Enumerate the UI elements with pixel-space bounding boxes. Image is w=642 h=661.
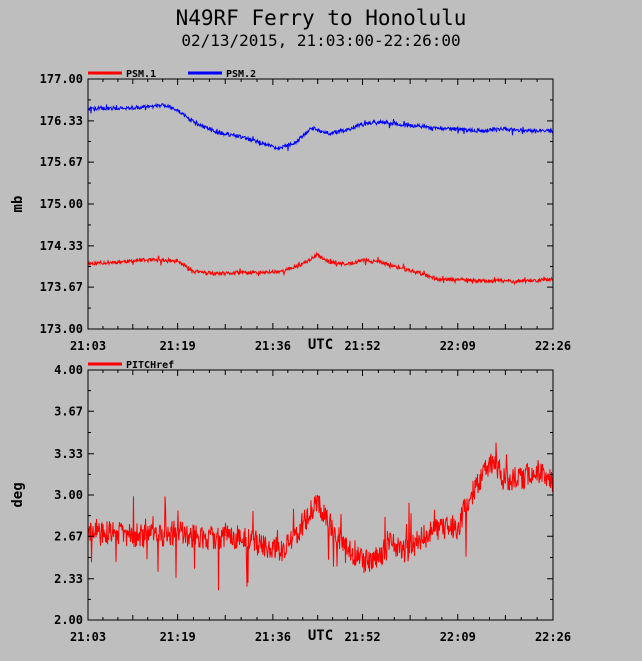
series-line-psm-1 [88,252,553,286]
y-tick-label: 176.33 [40,114,83,128]
plot-frame [87,78,554,330]
x-tick-label: 21:19 [160,339,196,353]
y-tick-label: 2.67 [54,529,83,543]
y-tick-label: 173.00 [40,322,83,336]
panel-2: 2.00 2.33 2.67 3.00 3.33 3.67 4.00 21:03 21:19 21… [10,360,571,644]
x-tick-label: 22:09 [440,630,476,644]
plot-frame [87,369,554,621]
legend-label: PSM.1 [126,69,156,80]
y-tick-label: 173.67 [40,280,83,294]
y-tick-label: 175.00 [40,197,83,211]
x-tick-label: 21:03 [70,339,106,353]
panel-1: 173.00 173.67 174.33 175.00 175.67 176.33 177.… [10,69,571,353]
y-tick-label: 3.33 [54,447,83,461]
x-axis-label: UTC [308,628,333,644]
chart-subtitle: 02/13/2015, 21:03:00-22:26:00 [181,31,460,50]
x-tick-label: 21:03 [70,630,106,644]
y-tick-label: 2.00 [54,613,83,627]
x-tick-label: 22:26 [535,630,571,644]
y-tick-label: 3.00 [54,488,83,502]
y-tick-label: 3.67 [54,404,83,418]
x-tick-label: 21:52 [344,630,380,644]
y-tick-label: 4.00 [54,363,83,377]
x-axis-label: UTC [308,337,333,353]
legend-label: PITCHref [126,360,174,371]
y-axis-label: deg [10,482,26,507]
y-axis-label: mb [10,196,26,213]
y-tick-label: 175.67 [40,155,83,169]
plot-area: 173.00 173.67 174.33 175.00 175.67 176.33 177.… [10,69,571,644]
x-tick-label: 21:36 [255,339,291,353]
x-tick-label: 21:19 [160,630,196,644]
series-line-pitchref [88,442,553,591]
x-tick-label: 22:09 [440,339,476,353]
y-tick-label: 174.33 [40,239,83,253]
series-line-psm-2 [88,102,553,151]
x-tick-label: 21:36 [255,630,291,644]
x-tick-label: 22:26 [535,339,571,353]
y-tick-label: 177.00 [40,72,83,86]
chart-title: N49RF Ferry to Honolulu [176,6,467,30]
y-tick-label: 2.33 [54,572,83,586]
x-tick-label: 21:52 [344,339,380,353]
legend-label: PSM.2 [226,69,256,80]
